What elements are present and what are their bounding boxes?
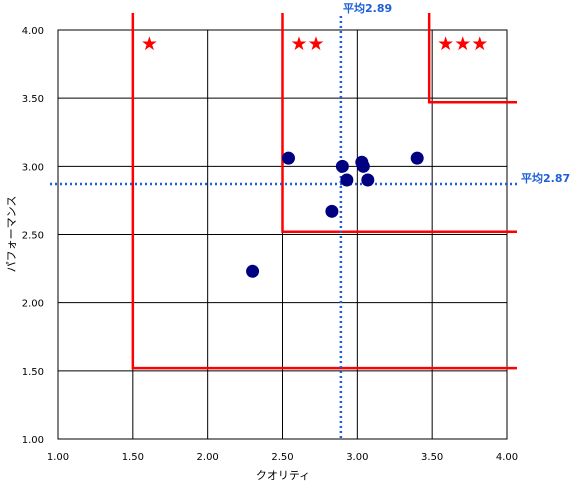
y-tick-label: 2.50 [22, 231, 44, 242]
data-point [246, 264, 260, 278]
x-tick-label: 3.00 [346, 452, 368, 463]
zone-stars: ★★★ [437, 33, 488, 55]
x-average-label: 平均2.89 [343, 1, 392, 15]
y-tick-label: 4.00 [22, 26, 44, 37]
x-tick-label: 1.50 [122, 452, 144, 463]
data-point [325, 204, 339, 218]
y-tick-label: 3.50 [22, 94, 44, 105]
average-lines [50, 16, 517, 439]
y-tick-labels: 1.00 1.50 2.00 2.50 3.00 3.50 4.00 [22, 26, 44, 446]
zone-stars: ★ [141, 33, 158, 55]
x-tick-label: 1.00 [47, 452, 69, 463]
data-point [361, 173, 375, 187]
data-points [246, 151, 424, 278]
data-point [410, 151, 424, 165]
rating-zones: ★ ★★ ★★★ [131, 13, 517, 370]
labels: クオリティ パフォーマンス 平均2.89 平均2.87 [5, 1, 570, 482]
x-tick-label: 2.50 [271, 452, 293, 463]
zone-boundary [281, 13, 517, 234]
y-tick-label: 1.50 [22, 367, 44, 378]
data-point [335, 159, 349, 173]
y-tick-label: 2.00 [22, 299, 44, 310]
y-tick-label: 1.00 [22, 435, 44, 446]
x-tick-labels: 1.00 1.50 2.00 2.50 3.00 3.50 4.00 [47, 452, 518, 463]
zone-stars: ★★ [291, 33, 325, 55]
data-point [356, 159, 370, 173]
data-point [281, 151, 295, 165]
y-axis-label: パフォーマンス [5, 196, 18, 273]
zone-boundary [131, 13, 517, 370]
y-tick-label: 3.00 [22, 162, 44, 173]
x-tick-label: 3.50 [421, 452, 443, 463]
y-average-label: 平均2.87 [521, 171, 570, 185]
data-point [340, 173, 354, 187]
x-tick-label: 2.00 [197, 452, 219, 463]
x-axis-label: クオリティ [256, 469, 310, 482]
x-tick-label: 4.00 [496, 452, 518, 463]
zone-boundary [427, 13, 517, 104]
